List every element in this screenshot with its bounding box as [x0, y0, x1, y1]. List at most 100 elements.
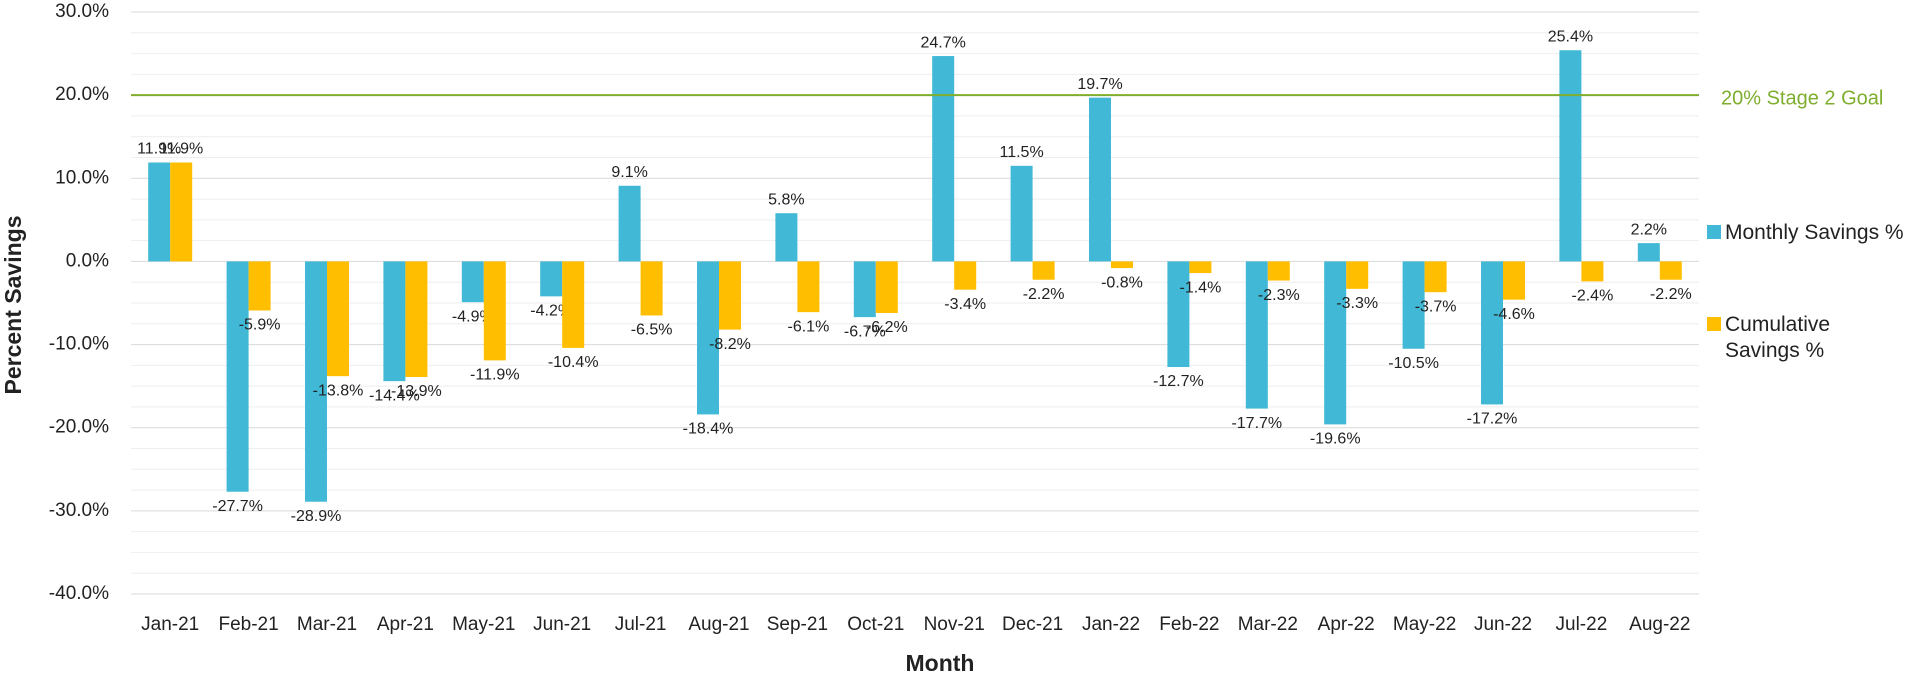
x-tick-label: Jun-21 [533, 614, 591, 635]
data-label: -2.2% [1023, 286, 1065, 303]
bar [1659, 261, 1682, 280]
x-tick-label: May-22 [1393, 614, 1456, 635]
data-label: -4.9% [452, 308, 494, 325]
data-label: 25.4% [1548, 28, 1593, 45]
data-label: -10.5% [1388, 355, 1439, 372]
data-label: -1.4% [1180, 279, 1222, 296]
x-tick-label: Sep-21 [767, 614, 828, 635]
data-label: 11.5% [1000, 144, 1044, 161]
x-tick-label: May-21 [452, 614, 515, 635]
bar [697, 261, 719, 415]
bar [1559, 50, 1582, 262]
data-label: -13.8% [313, 382, 364, 399]
bar [1089, 97, 1111, 262]
y-tick-label: -30.0% [49, 500, 109, 521]
data-label: 11.9% [159, 141, 203, 158]
bar [327, 261, 349, 377]
x-tick-label: Jan-22 [1082, 614, 1140, 635]
data-label: -3.7% [1415, 298, 1457, 315]
x-tick-label: Nov-21 [924, 614, 985, 635]
bar [797, 261, 820, 313]
data-label: -18.4% [683, 421, 734, 438]
data-label: -2.2% [1650, 286, 1692, 303]
bar [170, 162, 193, 262]
bar [853, 261, 876, 318]
y-tick-label: 10.0% [55, 167, 109, 188]
y-axis-label: Percent Savings [0, 216, 26, 395]
bar [383, 261, 406, 382]
data-label: -17.2% [1467, 411, 1518, 428]
data-label: -8.2% [709, 336, 751, 353]
bar [1189, 261, 1212, 274]
x-tick-label: Jul-21 [615, 614, 667, 635]
x-axis-label: Month [906, 650, 975, 676]
bar [1481, 261, 1503, 405]
data-label: 2.2% [1631, 221, 1667, 238]
bar [461, 261, 484, 303]
data-label: 19.7% [1077, 76, 1122, 93]
bar [1010, 165, 1033, 262]
bar [1637, 243, 1660, 262]
bar [1402, 261, 1425, 349]
x-tick-label: Aug-21 [688, 614, 749, 635]
x-tick-label: Jul-22 [1556, 614, 1608, 635]
data-label: 24.7% [921, 34, 966, 51]
bar [1111, 261, 1133, 269]
data-label: -19.6% [1310, 431, 1361, 448]
data-label: -17.7% [1231, 415, 1282, 432]
data-label: -3.3% [1336, 295, 1378, 312]
bar [1346, 261, 1369, 289]
x-tick-label: Apr-21 [377, 614, 434, 635]
bar [1267, 261, 1290, 281]
bar [1424, 261, 1447, 293]
bar [1032, 261, 1055, 280]
data-label: -27.7% [212, 498, 263, 515]
bar [1167, 261, 1190, 368]
data-label: -6.1% [788, 318, 830, 335]
bar [640, 261, 663, 316]
x-tick-label: Dec-21 [1002, 614, 1063, 635]
data-label: -12.7% [1153, 373, 1204, 390]
legend-label: Monthly Savings % [1725, 221, 1904, 244]
data-label: -0.8% [1101, 274, 1143, 291]
data-label: -2.4% [1572, 288, 1614, 305]
bar [875, 261, 898, 313]
y-tick-label: 30.0% [55, 1, 109, 22]
data-label: -14.4% [369, 387, 420, 404]
y-tick-label: -10.0% [49, 334, 109, 355]
data-label: -2.3% [1258, 287, 1300, 304]
bar [148, 162, 171, 262]
data-label: -5.9% [239, 317, 281, 334]
x-tick-label: Jan-21 [141, 614, 199, 635]
x-tick-label: Apr-22 [1318, 614, 1375, 635]
data-label: -11.9% [470, 367, 520, 384]
bar [932, 56, 955, 262]
bar [618, 185, 641, 262]
bar [719, 261, 741, 330]
data-label: -3.4% [944, 296, 986, 313]
data-label: -4.6% [1493, 306, 1535, 323]
bar [248, 261, 271, 311]
x-tick-label: Feb-22 [1159, 614, 1219, 635]
x-tick-label: Jun-22 [1474, 614, 1532, 635]
x-tick-label: Feb-21 [218, 614, 278, 635]
data-label: -6.5% [631, 322, 673, 339]
data-label: 9.1% [611, 164, 647, 181]
data-label: -13.9% [391, 383, 442, 400]
data-label: 5.8% [768, 191, 804, 208]
bar [1324, 261, 1347, 425]
bar [1581, 261, 1604, 282]
data-label: -4.2% [530, 303, 572, 320]
bar [483, 261, 506, 361]
legend-swatch [1707, 225, 1721, 239]
data-label: -28.9% [291, 508, 342, 525]
goal-label: 20% Stage 2 Goal [1721, 87, 1883, 109]
data-label: -6.2% [866, 319, 908, 336]
x-tick-label: Mar-22 [1238, 614, 1298, 635]
x-tick-label: Aug-22 [1629, 614, 1690, 635]
y-tick-label: -20.0% [49, 417, 109, 438]
legend-swatch [1707, 317, 1721, 331]
legend-label: Cumulative Savings % [1725, 313, 1831, 362]
